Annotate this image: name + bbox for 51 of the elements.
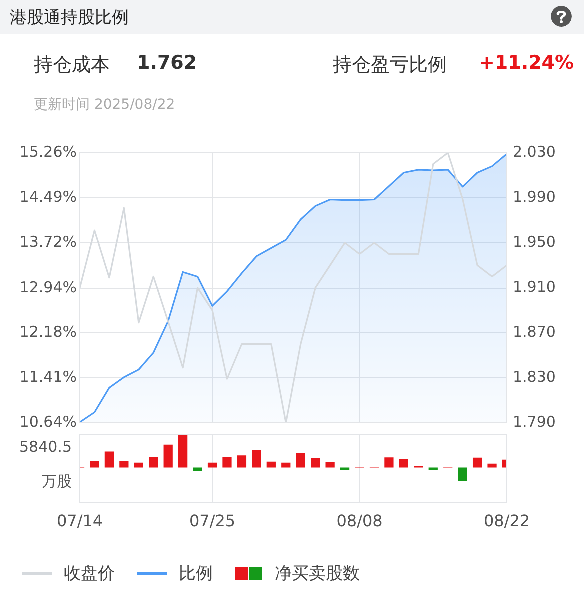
bar bbox=[149, 456, 158, 468]
y-tick-label: 13.72% bbox=[20, 232, 77, 251]
text: 持仓盈亏比例 bbox=[333, 53, 447, 78]
y2-tick-label: 1.990 bbox=[513, 188, 556, 206]
bar bbox=[326, 462, 335, 468]
y2-tick-label: 2.030 bbox=[513, 142, 556, 161]
legend-label: 比例 bbox=[179, 563, 213, 585]
y2-tick-label: 1.830 bbox=[513, 368, 556, 386]
bar bbox=[120, 461, 129, 468]
bar bbox=[178, 435, 188, 468]
y2-tick-label: 1.950 bbox=[513, 232, 556, 251]
y-tick-label: 15.26% bbox=[20, 142, 77, 161]
y-tick-label: 14.49% bbox=[20, 188, 77, 206]
bar bbox=[208, 462, 218, 468]
bar bbox=[193, 468, 202, 472]
y2-tick-label: 1.870 bbox=[513, 322, 556, 341]
x-tick-label: 07/14 bbox=[56, 512, 104, 531]
y2-tick-label: 1.790 bbox=[513, 412, 556, 431]
bar bbox=[311, 458, 320, 468]
chart-title: 港股通持股比例 bbox=[10, 7, 129, 29]
x-tick-label: 08/22 bbox=[484, 512, 530, 531]
bar bbox=[90, 461, 100, 468]
bar bbox=[104, 452, 114, 468]
chart-subtitle: 更新时间 2025/08/22 bbox=[34, 96, 176, 114]
legend-label: 收盘价 bbox=[64, 563, 115, 585]
text: 持仓成本 bbox=[34, 53, 110, 78]
bar bbox=[282, 462, 291, 468]
bar bbox=[296, 453, 306, 468]
x-tick-label: 07/25 bbox=[189, 512, 236, 531]
bar bbox=[488, 464, 497, 468]
y2-tick-label: 1.910 bbox=[513, 278, 556, 296]
y-tick-label: 12.18% bbox=[20, 322, 77, 341]
x-tick-label: 08/08 bbox=[336, 512, 383, 531]
y-tick-label: 11.41% bbox=[20, 368, 77, 386]
text: 1.762 bbox=[137, 52, 198, 74]
bar bbox=[384, 458, 394, 468]
y-axis-title: 万股 bbox=[42, 472, 72, 491]
bar bbox=[134, 462, 144, 468]
y-tick-label: 12.94% bbox=[20, 278, 77, 296]
bar bbox=[237, 456, 247, 468]
bar bbox=[252, 450, 262, 468]
legend-label: 净买卖股数 bbox=[275, 563, 360, 585]
bar bbox=[458, 468, 468, 482]
bar bbox=[164, 444, 173, 468]
bar bbox=[266, 462, 276, 468]
y-tick-label: 10.64% bbox=[20, 412, 77, 431]
bar bbox=[399, 459, 408, 468]
bar bbox=[472, 458, 482, 468]
bar bbox=[222, 457, 232, 468]
text: +11.24% bbox=[479, 52, 574, 74]
text: 5840.5 bbox=[20, 438, 72, 456]
